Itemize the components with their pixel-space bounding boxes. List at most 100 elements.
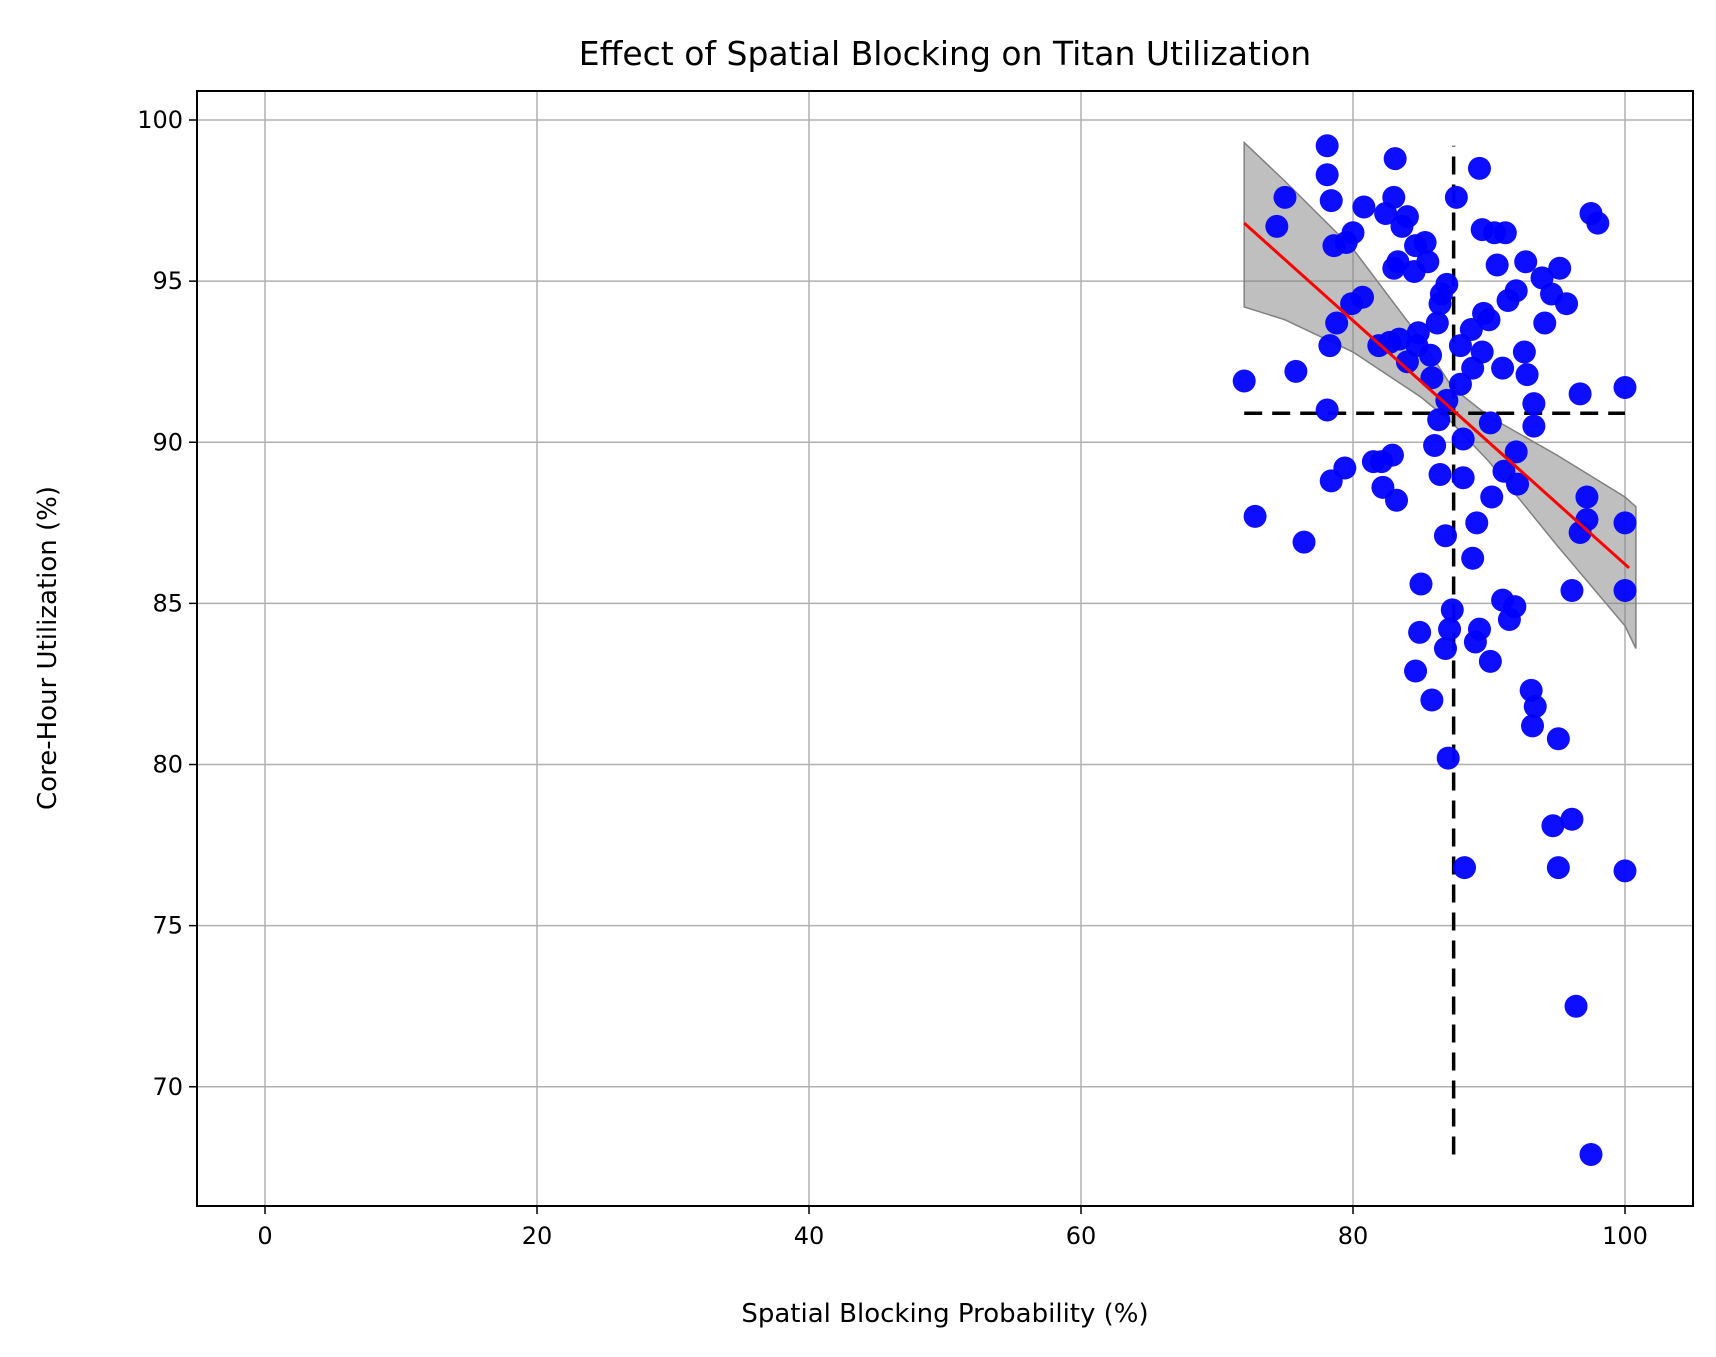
data-point: [1387, 327, 1411, 351]
data-point: [1333, 456, 1357, 480]
data-point: [1318, 334, 1342, 358]
data-point: [1352, 195, 1376, 219]
data-point: [1459, 317, 1483, 341]
data-point: [1463, 630, 1487, 654]
data-point: [1461, 546, 1485, 570]
data-point: [1506, 472, 1530, 496]
data-point: [1522, 414, 1546, 438]
data-point: [1433, 524, 1457, 548]
data-point: [1435, 272, 1459, 296]
data-points-layer: [1232, 134, 1637, 1166]
y-tick-label: 100: [137, 106, 183, 134]
data-point: [1504, 279, 1528, 303]
data-point: [1546, 727, 1570, 751]
data-point: [1435, 388, 1459, 412]
data-point: [1428, 462, 1452, 486]
data-point: [1315, 163, 1339, 187]
data-point: [1382, 185, 1406, 209]
data-point: [1451, 427, 1475, 451]
data-point: [1560, 807, 1584, 831]
data-point: [1523, 695, 1547, 719]
data-point: [1433, 637, 1457, 660]
data-point: [1265, 214, 1289, 238]
y-axis-ticks: 70 75 80 85 90 95 100: [137, 106, 197, 1101]
data-point: [1478, 649, 1502, 673]
data-point: [1560, 578, 1584, 602]
data-point: [1406, 321, 1430, 345]
data-point: [1548, 256, 1572, 280]
data-point: [1319, 189, 1343, 213]
data-point: [1478, 411, 1502, 435]
data-point: [1448, 334, 1472, 358]
data-point: [1485, 253, 1509, 277]
y-tick-label: 75: [152, 912, 183, 940]
data-point: [1465, 511, 1489, 535]
data-point: [1284, 359, 1308, 383]
regression-fit-line: [1243, 222, 1631, 570]
data-point: [1423, 433, 1447, 457]
data-point: [1568, 382, 1592, 406]
data-point: [1575, 508, 1599, 532]
data-point: [1383, 147, 1407, 171]
data-point: [1613, 511, 1637, 535]
data-point: [1448, 372, 1472, 396]
data-point: [1575, 485, 1599, 509]
data-point: [1440, 598, 1464, 622]
data-point: [1380, 443, 1404, 467]
y-tick-label: 70: [152, 1073, 183, 1101]
data-point: [1514, 250, 1538, 274]
y-axis-label: Core-Hour Utilization (%): [33, 486, 63, 810]
data-point: [1467, 156, 1491, 180]
data-point: [1385, 488, 1409, 512]
data-point: [1273, 185, 1297, 209]
data-point: [1404, 659, 1428, 683]
data-point: [1453, 856, 1477, 880]
data-point: [1613, 375, 1637, 399]
y-tick-label: 80: [152, 751, 183, 779]
data-point: [1613, 859, 1637, 883]
x-tick-label: 40: [794, 1222, 825, 1250]
data-point: [1470, 340, 1494, 364]
data-point: [1504, 440, 1528, 464]
data-point: [1341, 221, 1365, 245]
data-point: [1521, 714, 1545, 738]
y-tick-label: 85: [152, 589, 183, 617]
data-point: [1522, 392, 1546, 416]
data-point: [1564, 994, 1588, 1018]
x-tick-label: 60: [1066, 1222, 1097, 1250]
data-point: [1351, 285, 1375, 309]
fit-line-layer: [1243, 222, 1631, 570]
data-point: [1579, 1142, 1603, 1166]
data-point: [1438, 617, 1462, 641]
x-axis-ticks: 0 20 40 60 80 100: [257, 1206, 1648, 1250]
data-point: [1409, 572, 1433, 596]
chart-title: Effect of Spatial Blocking on Titan Util…: [579, 34, 1311, 73]
data-point: [1325, 311, 1349, 335]
data-point: [1243, 504, 1267, 528]
data-point: [1416, 250, 1440, 274]
data-point: [1427, 408, 1451, 432]
data-point: [1436, 746, 1460, 770]
data-point: [1493, 221, 1517, 245]
data-point: [1420, 366, 1444, 390]
data-point: [1546, 856, 1570, 880]
data-point: [1395, 205, 1419, 229]
x-tick-label: 80: [1338, 1222, 1369, 1250]
data-point: [1613, 578, 1637, 602]
data-point: [1419, 343, 1443, 367]
data-point: [1555, 292, 1579, 316]
data-point: [1232, 369, 1256, 393]
data-point: [1533, 311, 1557, 335]
data-point: [1491, 356, 1515, 380]
y-tick-label: 95: [152, 267, 183, 295]
data-point: [1425, 311, 1449, 335]
data-point: [1515, 363, 1539, 387]
x-tick-label: 100: [1602, 1222, 1648, 1250]
data-point: [1451, 466, 1475, 490]
y-tick-label: 90: [152, 428, 183, 456]
data-point: [1413, 230, 1437, 254]
data-point: [1315, 134, 1339, 158]
plot-frame: [196, 90, 1694, 1207]
